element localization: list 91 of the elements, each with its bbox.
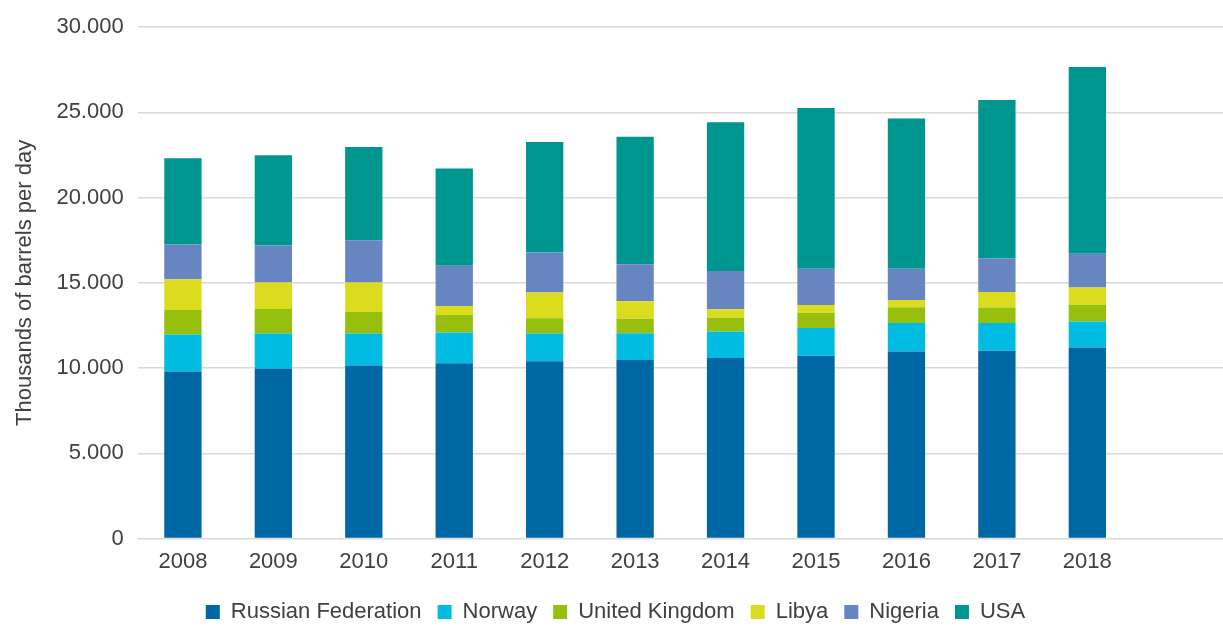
bar <box>345 312 383 334</box>
bar <box>706 309 745 318</box>
y-tick-label: 20.000 <box>56 183 124 209</box>
x-tick-label: 2016 <box>881 547 931 573</box>
bar <box>164 279 202 310</box>
bar <box>1068 287 1106 305</box>
x-tick-label: 2015 <box>791 547 841 573</box>
legend-label: Russian Federation <box>230 598 422 624</box>
bar <box>887 299 926 308</box>
y-tick-label: 15.000 <box>56 268 124 294</box>
bar <box>526 333 564 362</box>
y-axis-title: Thousands of barrels per day <box>11 139 37 426</box>
y-tick-label: 25.000 <box>56 98 124 124</box>
bar <box>526 292 564 319</box>
bar <box>526 141 564 253</box>
bar <box>526 318 564 334</box>
legend-label: USA <box>979 598 1026 624</box>
bar <box>526 361 564 538</box>
legend-label: Norway <box>462 598 538 624</box>
bar <box>435 332 473 364</box>
bar <box>706 270 745 310</box>
bar <box>797 108 835 269</box>
bar <box>616 301 654 319</box>
bar <box>164 158 202 245</box>
bar <box>797 328 835 356</box>
x-tick-label: 2009 <box>248 547 298 573</box>
x-tick-label: 2011 <box>430 547 478 573</box>
x-tick-label: 2012 <box>520 547 570 573</box>
bar <box>254 308 293 334</box>
bar <box>616 136 654 265</box>
bar <box>345 365 383 538</box>
bar <box>887 351 926 538</box>
bar <box>797 305 835 313</box>
bar <box>164 334 202 372</box>
bar <box>164 371 202 538</box>
bar <box>887 307 926 323</box>
bar <box>164 310 202 335</box>
bar <box>1068 304 1106 322</box>
bar <box>797 355 835 538</box>
bar <box>254 245 293 283</box>
bar <box>435 363 473 538</box>
bar <box>435 168 473 266</box>
bar <box>345 147 383 241</box>
bar <box>706 122 745 271</box>
bar <box>1068 67 1106 254</box>
bar <box>345 240 383 283</box>
bar <box>616 264 654 302</box>
y-tick-label: 10.000 <box>56 354 124 380</box>
bar <box>978 291 1016 308</box>
x-tick-label: 2017 <box>972 547 1022 573</box>
bar <box>978 258 1016 292</box>
y-tick-label: 30.000 <box>56 13 124 39</box>
y-tick-label: 5.000 <box>68 439 124 465</box>
bar <box>435 315 473 333</box>
bar <box>435 265 473 306</box>
bar <box>345 282 383 313</box>
x-tick-label: 2018 <box>1062 547 1112 573</box>
bar <box>887 118 926 269</box>
bar <box>887 322 926 352</box>
bar <box>254 282 293 309</box>
bar <box>978 322 1016 351</box>
bar <box>435 305 473 316</box>
bar <box>887 268 926 300</box>
bar <box>978 99 1016 259</box>
x-tick-label: 2008 <box>158 547 208 573</box>
bar <box>164 244 202 280</box>
bar <box>978 307 1016 323</box>
legend-label: Nigeria <box>869 598 940 624</box>
x-tick-label: 2013 <box>610 547 660 573</box>
legend-label: Libya <box>775 598 830 624</box>
x-tick-label: 2014 <box>701 547 751 573</box>
bar <box>1068 321 1106 348</box>
bar <box>254 333 293 369</box>
x-tick-label: 2010 <box>339 547 389 573</box>
bar <box>345 333 383 366</box>
bar <box>706 317 745 332</box>
bar <box>526 252 564 293</box>
bar <box>1068 347 1106 538</box>
legend-label: United Kingdom <box>578 598 735 624</box>
bar <box>616 359 654 538</box>
bar <box>797 312 835 329</box>
bar <box>706 358 745 538</box>
bar <box>978 350 1016 538</box>
bar <box>254 368 293 538</box>
bar <box>616 333 654 360</box>
bar <box>1068 253 1106 288</box>
bar <box>254 155 293 246</box>
bar <box>616 318 654 334</box>
y-tick-label: 0 <box>111 524 124 550</box>
bar <box>706 331 745 359</box>
bar <box>797 268 835 306</box>
